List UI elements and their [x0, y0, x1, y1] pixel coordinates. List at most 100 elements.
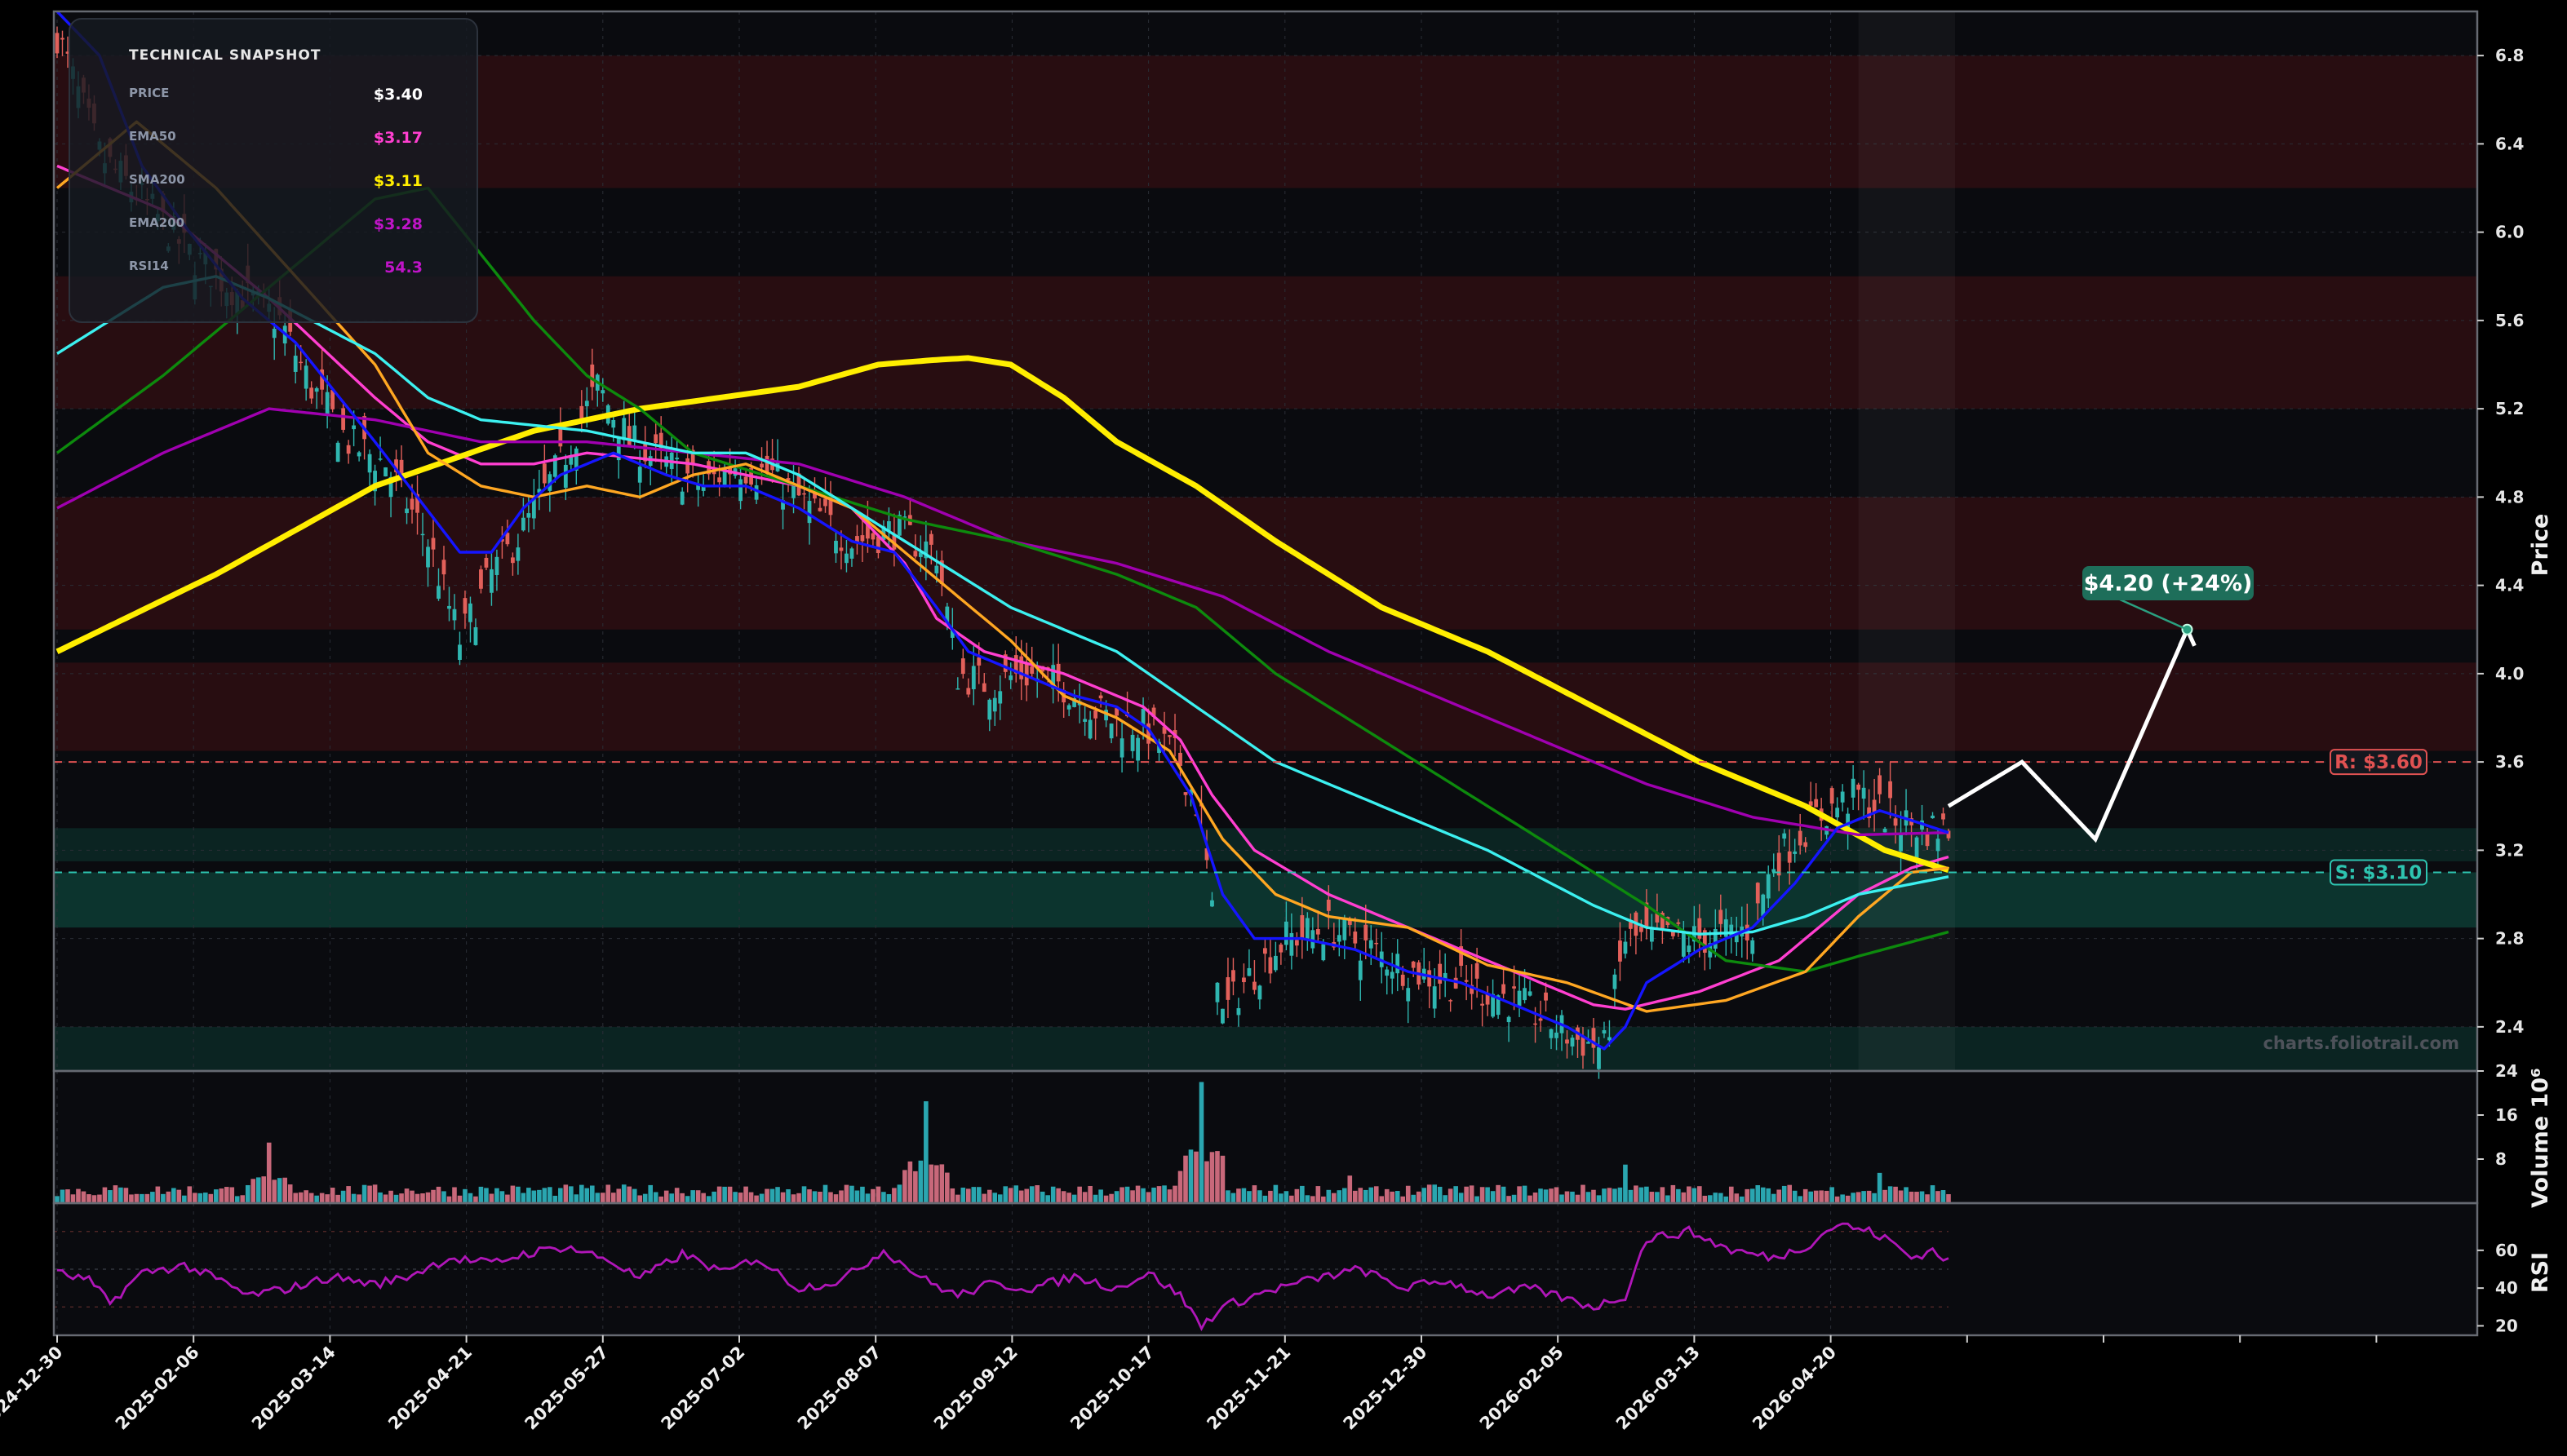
indicator-line-ema50b [56, 275, 1949, 936]
candle-body [335, 442, 340, 462]
candle-body [1629, 922, 1633, 929]
snapshot-label: RSI14 [129, 259, 169, 273]
volume-bar [1130, 1190, 1135, 1203]
candle-body [1670, 932, 1675, 936]
volume-bar [298, 1192, 304, 1203]
snapshot-row-sma200: SMA200 $3.11 [129, 172, 423, 192]
volume-bar [1496, 1184, 1501, 1203]
candle-body [960, 658, 965, 675]
candle-body [431, 538, 436, 550]
candle-body [934, 565, 939, 573]
candle-body [743, 476, 748, 484]
price-tick-label: 4.4 [2495, 576, 2524, 595]
volume-bar [685, 1196, 690, 1203]
candle-body [1506, 1016, 1511, 1023]
volume-bar [610, 1193, 616, 1203]
volume-bar [441, 1191, 446, 1203]
volume-bar [1819, 1190, 1824, 1203]
volume-bar [144, 1193, 150, 1203]
volume-bar [234, 1196, 240, 1203]
volume-bar [1687, 1186, 1691, 1203]
candle-body [415, 493, 419, 513]
candle-body [1273, 955, 1278, 971]
volume-bar [505, 1194, 510, 1203]
indicator-line-ema20 [55, 120, 1949, 1013]
volume-bar [1230, 1193, 1236, 1203]
candle-body [1072, 697, 1077, 707]
volume-bar [701, 1193, 706, 1203]
volume-bar [1802, 1188, 1808, 1203]
candle-body [1104, 710, 1109, 721]
volume-bar [716, 1186, 722, 1203]
indicator-line-ema200 [56, 407, 1949, 837]
candle-body [1597, 1047, 1601, 1069]
volume-bar [653, 1192, 658, 1203]
volume-bar [982, 1193, 987, 1203]
volume-bar [1252, 1185, 1257, 1203]
volume-bar [463, 1188, 468, 1203]
candle-body [1527, 991, 1532, 996]
volume-bar [425, 1192, 431, 1203]
volume-bar [213, 1189, 219, 1203]
candle-body [1300, 915, 1305, 938]
candle-body [590, 364, 595, 387]
volume-bar [537, 1189, 542, 1203]
volume-bar [680, 1193, 685, 1203]
candle-body [1893, 818, 1898, 826]
candle-body [892, 533, 897, 550]
candle-body [399, 459, 404, 475]
resistance-zone [54, 497, 2477, 630]
candle-body [717, 477, 722, 483]
price-tick-label: 4.0 [2495, 664, 2524, 684]
volume-bar [1517, 1186, 1522, 1203]
candle-body [924, 541, 929, 559]
volume-bar [65, 1189, 70, 1203]
candle-body [521, 517, 525, 531]
candle-body [1438, 963, 1443, 984]
candle-body [563, 464, 568, 488]
x-tick-label: 2025-05-27 [521, 1343, 612, 1434]
candle-body [1808, 801, 1813, 806]
volume-bar [1082, 1192, 1088, 1203]
candle-body [1406, 988, 1411, 1002]
candle-body [680, 491, 685, 505]
volume-bar [1437, 1186, 1443, 1203]
volume-bar [1851, 1193, 1855, 1203]
volume-bar [383, 1194, 388, 1203]
volume-bar [1289, 1195, 1294, 1203]
volume-bar [642, 1193, 648, 1203]
candle-body [1003, 654, 1008, 672]
volume-bar [203, 1193, 208, 1203]
volume-bar [314, 1195, 319, 1203]
projection-label: $4.20 (+24%) [2084, 571, 2253, 596]
candle-body [1411, 961, 1416, 968]
volume-bar [1018, 1190, 1024, 1203]
candle-body [1109, 724, 1114, 739]
candle-body [1358, 960, 1363, 980]
volume-bar [1549, 1188, 1554, 1203]
volume-bar [255, 1177, 261, 1203]
volume-panel-bg [54, 1071, 2477, 1203]
rsi-tick-label: 20 [2495, 1316, 2518, 1335]
volume-bar [1946, 1194, 1951, 1203]
candle-body [1226, 977, 1230, 1000]
volume-bar [1829, 1187, 1834, 1203]
volume-bar [1628, 1189, 1634, 1203]
x-tick-label: 2025-07-02 [658, 1343, 749, 1434]
candle-body [818, 507, 822, 511]
candle-body [1851, 778, 1855, 798]
candle-body [1612, 974, 1617, 989]
volume-bar [1596, 1195, 1602, 1203]
volume-bar [579, 1184, 584, 1203]
candle-body [394, 459, 398, 472]
candle-body [887, 520, 891, 531]
candle-body [1570, 1038, 1575, 1047]
candle-body [834, 540, 838, 554]
volume-bar [648, 1184, 654, 1203]
volume-bar [357, 1194, 361, 1203]
volume-bar [123, 1188, 129, 1203]
candle-body [1464, 980, 1469, 982]
candle-body [1602, 1030, 1607, 1033]
volume-bar [801, 1186, 807, 1203]
candle-body [1400, 974, 1405, 986]
